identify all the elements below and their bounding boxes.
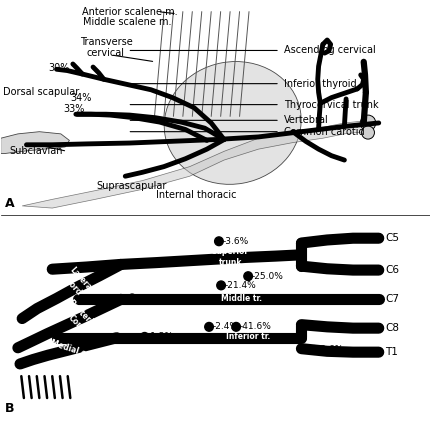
Text: Dorsal scapular: Dorsal scapular: [3, 87, 79, 96]
Text: C7: C7: [384, 294, 398, 304]
Circle shape: [214, 237, 223, 246]
Ellipse shape: [164, 61, 301, 184]
Text: Lateral
Cord: Lateral Cord: [60, 266, 95, 301]
Text: Middle tr.: Middle tr.: [220, 293, 261, 303]
Polygon shape: [1, 132, 69, 153]
Text: 33%: 33%: [63, 103, 84, 113]
Text: Ascending cervical: Ascending cervical: [283, 46, 375, 56]
Text: Transverse
cervical: Transverse cervical: [80, 37, 132, 58]
Text: Posterior
Cord: Posterior Cord: [58, 298, 101, 340]
Text: Medial cord: Medial cord: [49, 339, 100, 363]
Circle shape: [309, 346, 318, 354]
Circle shape: [231, 322, 240, 331]
Text: Inferior thyroid: Inferior thyroid: [283, 79, 356, 88]
Text: 1.2%: 1.2%: [135, 294, 158, 303]
Text: C8: C8: [384, 323, 398, 333]
Text: Common carotid: Common carotid: [283, 127, 364, 137]
Text: Middle scalene m.: Middle scalene m.: [83, 17, 171, 27]
Text: Thyrocervical trunk: Thyrocervical trunk: [283, 99, 378, 110]
Circle shape: [204, 322, 213, 331]
Text: -1.2%: -1.2%: [148, 332, 174, 341]
Polygon shape: [22, 121, 365, 208]
Text: Anterior scalene m.: Anterior scalene m.: [82, 7, 177, 17]
Text: A: A: [5, 197, 15, 210]
Circle shape: [359, 115, 375, 131]
Circle shape: [361, 126, 374, 139]
Text: -3.6%: -3.6%: [317, 346, 343, 354]
Text: -25.0%: -25.0%: [251, 272, 283, 281]
Text: Vertebral: Vertebral: [283, 115, 328, 125]
Circle shape: [128, 294, 136, 303]
Text: Internal thoracic: Internal thoracic: [156, 190, 236, 200]
Text: B: B: [5, 403, 15, 415]
Text: Suprascapular: Suprascapular: [96, 181, 166, 191]
Text: -21.4%: -21.4%: [224, 281, 256, 290]
Circle shape: [243, 272, 252, 281]
Text: -41.6%: -41.6%: [239, 322, 271, 331]
Text: C6: C6: [384, 265, 398, 275]
Text: -2.4%: -2.4%: [212, 322, 238, 331]
Text: T1: T1: [384, 347, 397, 357]
Text: C5: C5: [384, 233, 398, 243]
Text: 34%: 34%: [71, 92, 92, 102]
Text: Inferior tr.: Inferior tr.: [225, 332, 269, 341]
Text: Superior
trunk: Superior trunk: [212, 247, 249, 267]
Text: -3.6%: -3.6%: [222, 237, 248, 246]
Circle shape: [140, 332, 148, 341]
Circle shape: [216, 281, 225, 290]
Text: 30%: 30%: [48, 64, 69, 74]
Text: Subclavian: Subclavian: [9, 146, 63, 156]
